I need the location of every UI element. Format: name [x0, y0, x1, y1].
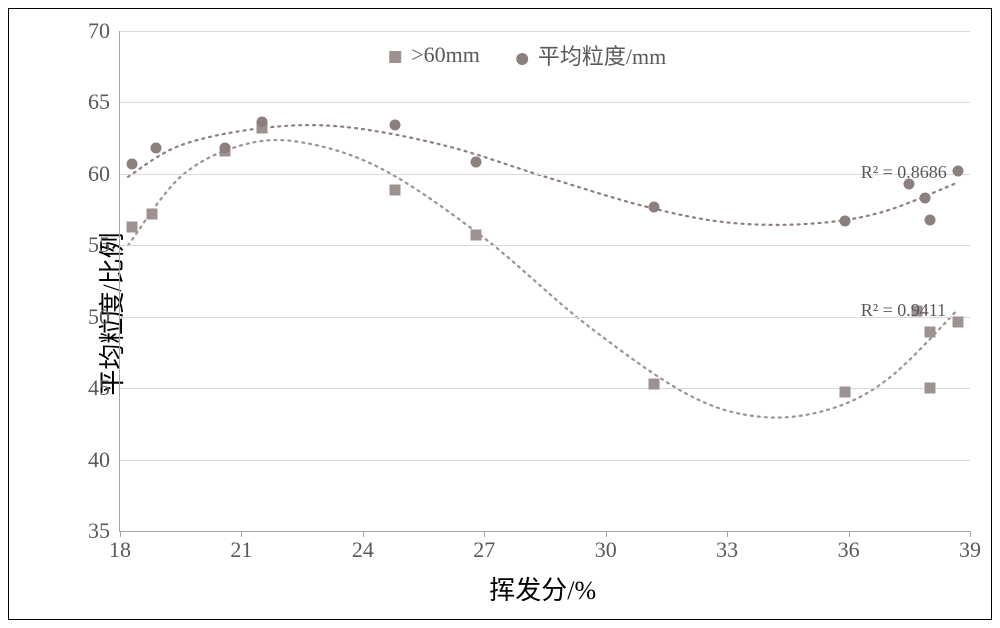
y-tick-label: 65: [88, 89, 110, 115]
trendline: [128, 125, 958, 225]
x-tick-label: 30: [595, 537, 617, 563]
r-squared-label: R² = 0.8686: [861, 162, 947, 183]
square-marker: [839, 387, 850, 398]
trendline: [128, 140, 958, 418]
circle-marker: [256, 117, 267, 128]
x-tick-label: 36: [838, 537, 860, 563]
gridline: [120, 174, 970, 175]
circle-marker: [151, 143, 162, 154]
square-marker: [649, 378, 660, 389]
square-marker: [390, 184, 401, 195]
gridline: [120, 102, 970, 103]
trendlines: [120, 31, 970, 531]
chart-container: 平均粒度/比例 挥发分/% >60mm 平均粒度/mm 354045505560…: [0, 0, 1000, 628]
x-tick-label: 39: [959, 537, 981, 563]
gridline: [120, 31, 970, 32]
x-tick-label: 27: [473, 537, 495, 563]
gridline: [120, 460, 970, 461]
y-tick-label: 55: [88, 232, 110, 258]
y-tick-label: 35: [88, 518, 110, 544]
circle-marker: [390, 120, 401, 131]
y-tick-label: 40: [88, 447, 110, 473]
circle-marker: [839, 216, 850, 227]
square-marker: [952, 317, 963, 328]
circle-marker: [920, 193, 931, 204]
square-marker: [127, 221, 138, 232]
circle-marker: [127, 158, 138, 169]
y-tick-label: 50: [88, 304, 110, 330]
square-marker: [471, 230, 482, 241]
y-tick-label: 70: [88, 18, 110, 44]
chart-panel: 平均粒度/比例 挥发分/% >60mm 平均粒度/mm 354045505560…: [8, 8, 992, 620]
gridline: [120, 317, 970, 318]
square-marker: [147, 208, 158, 219]
gridline: [120, 245, 970, 246]
x-tick-label: 24: [352, 537, 374, 563]
r-squared-label: R² = 0.9411: [861, 300, 946, 321]
x-tick-label: 33: [716, 537, 738, 563]
circle-marker: [924, 214, 935, 225]
circle-marker: [220, 143, 231, 154]
y-tick-label: 60: [88, 161, 110, 187]
x-axis-label: 挥发分/%: [489, 570, 596, 607]
circle-marker: [471, 157, 482, 168]
x-tick-label: 21: [230, 537, 252, 563]
square-marker: [924, 383, 935, 394]
circle-marker: [952, 166, 963, 177]
x-tick-label: 18: [109, 537, 131, 563]
circle-marker: [649, 201, 660, 212]
plot-area: 35404550556065701821242730333639R² = 0.9…: [119, 31, 970, 532]
y-tick-label: 45: [88, 375, 110, 401]
square-marker: [924, 327, 935, 338]
